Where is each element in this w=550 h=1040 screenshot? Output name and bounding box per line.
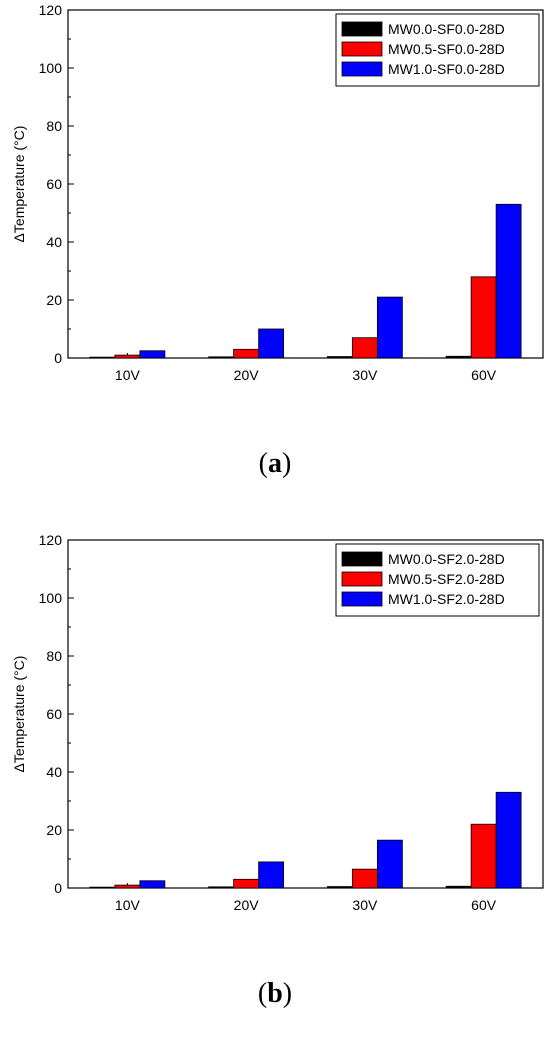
y-tick-label: 20 <box>46 822 62 838</box>
chart-panel-b: 0 20 40 60 80 100 120 ΔTemperature (°C) 10V 20V 30… <box>0 530 550 1040</box>
y-tick-label: 120 <box>39 532 63 548</box>
legend-label: MW0.5-SF2.0-28D <box>388 571 505 587</box>
y-tick-label: 40 <box>46 764 62 780</box>
x-tick-label: 60V <box>471 367 497 383</box>
bar-chart-b: 0 20 40 60 80 100 120 ΔTemperature (°C) 10V 20V 30… <box>11 532 544 913</box>
bar-20V-series-3 <box>258 861 285 889</box>
bar-20V-series-1 <box>208 886 235 889</box>
x-tick-label: 30V <box>352 897 378 913</box>
bar-30V-series-3 <box>376 296 403 359</box>
x-tick-label: 10V <box>115 367 141 383</box>
y-tick-label: 80 <box>46 118 62 134</box>
legend-swatch <box>341 551 383 567</box>
y-tick-label: 60 <box>46 706 62 722</box>
legend: MW0.0-SF0.0-28D MW0.5-SF0.0-28D MW1.0-SF0.… <box>335 13 540 87</box>
y-tick-label: 20 <box>46 292 62 308</box>
bar-30V-series-2 <box>351 868 378 889</box>
caption-a: (a) <box>258 448 292 479</box>
chart-panel-a: 0 20 40 60 80 100 120 ΔTemperature (°C) 10V 20V 30… <box>0 0 550 510</box>
legend-label: MW0.0-SF2.0-28D <box>388 551 505 567</box>
bar-10V-series-3 <box>139 880 166 889</box>
y-tick-label: 60 <box>46 176 62 192</box>
bar-20V-series-3 <box>258 328 285 359</box>
legend-label: MW1.0-SF2.0-28D <box>388 591 505 607</box>
bar-60V-series-1 <box>445 355 472 359</box>
bar-10V-series-3 <box>139 350 166 359</box>
bar-10V-series-1 <box>89 886 116 889</box>
y-tick-label: 100 <box>39 590 63 606</box>
bar-60V-series-2 <box>470 823 497 889</box>
legend-label: MW0.5-SF0.0-28D <box>388 41 505 57</box>
x-tick-label: 10V <box>115 897 141 913</box>
bar-30V-series-1 <box>326 886 353 889</box>
bar-60V-series-1 <box>445 885 472 889</box>
legend-swatch <box>341 61 383 77</box>
y-tick-label: 40 <box>46 234 62 250</box>
legend-label: MW1.0-SF0.0-28D <box>388 61 505 77</box>
y-tick-label: 100 <box>39 60 63 76</box>
x-tick-label: 30V <box>352 367 378 383</box>
legend-swatch <box>341 591 383 607</box>
bar-10V-series-1 <box>89 356 116 359</box>
y-tick-label: 80 <box>46 648 62 664</box>
x-tick-label: 20V <box>234 367 260 383</box>
legend-label: MW0.0-SF0.0-28D <box>388 21 505 37</box>
caption-b: (b) <box>257 978 293 1009</box>
y-axis-title: ΔTemperature (°C) <box>11 656 27 773</box>
legend-swatch <box>341 41 383 57</box>
bar-chart-a: 0 20 40 60 80 100 120 ΔTemperature (°C) 10V 20V 30… <box>11 2 544 383</box>
bar-60V-series-2 <box>470 276 497 359</box>
bar-20V-series-1 <box>208 356 235 359</box>
y-tick-label: 120 <box>39 2 63 18</box>
legend-swatch <box>341 21 383 37</box>
bar-30V-series-3 <box>376 839 403 889</box>
y-tick-label: 0 <box>54 350 62 366</box>
bar-30V-series-2 <box>351 337 378 359</box>
y-axis-title: ΔTemperature (°C) <box>11 126 27 243</box>
x-tick-label: 20V <box>234 897 260 913</box>
bar-30V-series-1 <box>326 356 353 359</box>
y-tick-label: 0 <box>54 880 62 896</box>
bar-60V-series-3 <box>495 791 522 889</box>
bar-20V-series-2 <box>233 878 260 889</box>
bar-60V-series-3 <box>495 203 522 359</box>
legend: MW0.0-SF2.0-28D MW0.5-SF2.0-28D MW1.0-SF2.… <box>335 543 540 617</box>
x-tick-label: 60V <box>471 897 497 913</box>
legend-swatch <box>341 571 383 587</box>
bar-10V-series-2 <box>114 884 141 889</box>
bar-10V-series-2 <box>114 354 141 359</box>
bar-20V-series-2 <box>233 348 260 359</box>
